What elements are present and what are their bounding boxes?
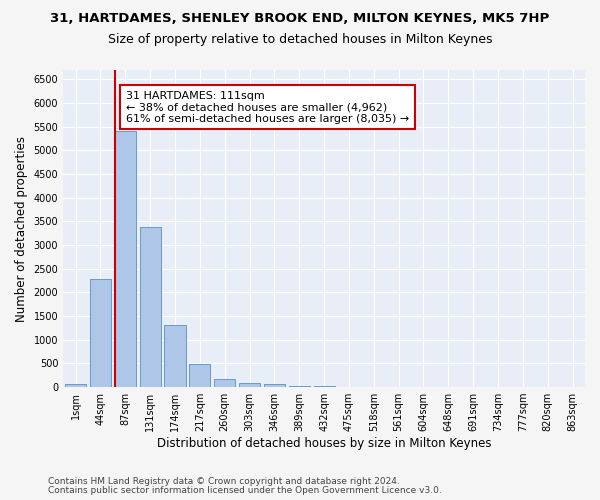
Bar (264, 384, 285, 387)
Text: 31, HARTDAMES, SHENLEY BROOK END, MILTON KEYNES, MK5 7HP: 31, HARTDAMES, SHENLEY BROOK END, MILTON… (50, 12, 550, 26)
Text: Size of property relative to detached houses in Milton Keynes: Size of property relative to detached ho… (108, 32, 492, 46)
Text: Contains HM Land Registry data © Crown copyright and database right 2024.: Contains HM Land Registry data © Crown c… (48, 477, 400, 486)
Text: 31 HARTDAMES: 111sqm
← 38% of detached houses are smaller (4,962)
61% of semi-de: 31 HARTDAMES: 111sqm ← 38% of detached h… (126, 90, 409, 124)
Bar (140, 227, 161, 387)
Bar (214, 380, 235, 387)
Bar (90, 279, 111, 387)
Bar (314, 386, 335, 387)
Y-axis label: Number of detached properties: Number of detached properties (15, 136, 28, 322)
Bar (239, 383, 260, 387)
Bar (289, 386, 310, 387)
Bar (115, 130, 136, 387)
Bar (164, 325, 185, 387)
Text: Contains public sector information licensed under the Open Government Licence v3: Contains public sector information licen… (48, 486, 442, 495)
Bar (65, 384, 86, 387)
X-axis label: Distribution of detached houses by size in Milton Keynes: Distribution of detached houses by size … (157, 437, 491, 450)
Bar (189, 364, 211, 387)
